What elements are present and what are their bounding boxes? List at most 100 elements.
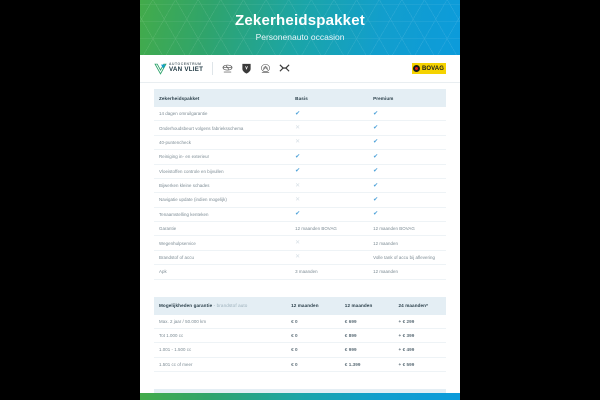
fuel-header-title: Mogelijkheden garantie [159,303,213,308]
logo-bar: AUTOCENTRUM VAN VLIET [140,55,460,83]
marque-logos [222,63,290,74]
table-row: 40-puntencheck ✕ ✔ [154,135,446,151]
row-label: Wegenhulpservice [154,235,291,251]
cross-icon: ✕ [295,182,301,189]
check-icon: ✔ [373,125,379,132]
table-row: Reiniging in- en exterieur ✔ ✔ [154,149,446,165]
check-icon: ✔ [295,110,301,117]
row-basis-cell: ✔ [290,207,369,223]
main-table-wrap: Zekerheidspakket Basis Premium 14 dagen … [140,83,460,280]
peugeot-logo-icon [242,63,251,74]
row-label: Apk [154,264,291,280]
section-gap-2 [140,372,460,383]
fuel-table-wrap: Mogelijkheden garantie - brandstof auto … [140,291,460,373]
table-row: Tot 1.000 cc € 0 € 899 + € 399 [154,328,446,344]
hero-banner: Zekerheidspakket Personenauto occasion [140,0,460,55]
price-cell-1: € 0 [286,328,340,344]
row-basis-cell: ✕ [290,192,369,208]
fuel-header-sub: - brandstof auto [212,303,248,308]
row-basis-cell: ✕ [290,250,369,266]
row-premium-cell: 12 maanden [368,235,446,251]
row-premium-cell: 12 maanden [368,264,446,280]
table-row: Garantie 12 maanden BOVAG 12 maanden BOVAG [154,221,446,237]
check-icon: ✔ [373,211,379,218]
cell-value: 12 maanden BOVAG [295,226,337,232]
table-body: 14 dagen omruilgarantie ✔ ✔ Onderhoudsbeurt… [154,107,446,280]
bovag-label: BOVAG [421,65,444,72]
row-basis-cell: ✕ [290,235,369,251]
row-premium-cell: ✔ [368,107,446,122]
price-cell-2: € 1.399 [339,357,394,373]
row-label: Tot 1.000 cc [154,328,287,344]
table-row: 1.001 - 1.500 cc € 0 € 999 + € 499 [154,342,446,358]
cell-value: 3 maanden [295,269,318,275]
check-icon: ✔ [373,182,379,189]
triangle-pattern-icon [140,0,460,55]
opel-logo-icon [222,64,233,73]
row-label: Tenaamstelling kenteken [154,207,291,223]
price-cell-2: € 699 [339,314,394,329]
fuel-col-header-1: 12 maanden [286,296,340,315]
table-row: Bijwerken kleine schades ✕ ✔ [154,178,446,194]
check-icon: ✔ [373,153,379,160]
bottom-gradient-bar [140,393,460,400]
row-basis-cell: 3 maanden [290,264,369,280]
divider [212,62,214,75]
row-label: 1.001 - 1.500 cc [154,342,287,358]
v-mark-icon [154,63,167,75]
cross-icon: ✕ [295,139,301,146]
table-row: Vloeistoffen controle en bijvullen ✔ ✔ [154,164,446,179]
cross-icon: ✕ [295,240,301,247]
row-basis-cell: ✔ [290,164,369,179]
brand-name-bottom: VAN VLIET [169,66,204,74]
price-cell-3: + € 299 [393,314,446,329]
row-premium-cell: ✔ [368,207,446,223]
row-basis-cell: ✕ [290,120,369,136]
col-header-feature: Zekerheidspakket [154,89,291,107]
table-row: Tenaamstelling kenteken ✔ ✔ [154,207,446,223]
check-icon: ✔ [295,211,301,218]
citroen-logo-icon [261,64,271,73]
table-row: Navigatie update (indien mogelijk) ✕ ✔ [154,192,446,208]
price-cell-2: € 899 [339,328,394,344]
table-header-row: Zekerheidspakket Basis Premium [154,89,446,107]
row-premium-cell: ✔ [368,135,446,151]
brand-name-top: AUTOCENTRUM [169,62,202,67]
fuel-col-header-2: 12 maanden [339,296,394,315]
autocentrum-van-vliet-logo: AUTOCENTRUM VAN VLIET [154,62,204,75]
check-icon: ✔ [373,110,379,117]
row-label: 1.501 cc of meer [154,357,287,373]
table-row: Brandstof of accu ✕ Volle tank of accu bij… [154,250,446,266]
price-cell-3: + € 499 [393,342,446,358]
fuel-table-head: Mogelijkheden garantie - brandstof auto … [154,296,446,315]
table-row: Max. 2 jaar / 50.000 km € 0 € 699 + € 299 [154,314,446,329]
row-label: Reiniging in- en exterieur [154,149,291,165]
cell-value: 12 maanden [373,240,398,246]
price-cell-3: + € 599 [393,357,446,373]
cell-value: Volle tank of accu bij aflevering [373,254,436,260]
row-premium-cell: ✔ [368,178,446,194]
row-label: Onderhoudsbeurt volgens fabrieksschema [154,120,291,136]
row-label: Vloeistoffen controle en bijvullen [154,164,291,179]
price-cell-1: € 0 [286,314,340,329]
row-label: 14 dagen omruilgarantie [154,107,291,122]
fuel-col-header-3: 24 maanden* [393,296,446,315]
check-icon: ✔ [373,196,379,203]
cross-icon: ✕ [295,196,301,203]
fuel-table-body: Max. 2 jaar / 50.000 km € 0 € 699 + € 299 To… [154,314,446,373]
col-header-basis: Basis [290,89,369,107]
row-premium-cell: ✔ [368,149,446,165]
check-icon: ✔ [373,168,379,175]
row-basis-cell: ✔ [290,149,369,165]
row-premium-cell: ✔ [368,192,446,208]
cross-icon: ✕ [295,125,301,132]
garantie-brandstof-table: Mogelijkheden garantie - brandstof auto … [154,296,446,373]
cell-value: 12 maanden BOVAG [373,226,415,232]
zekerheidspakket-table: Zekerheidspakket Basis Premium 14 dagen … [154,89,446,280]
row-premium-cell: Volle tank of accu bij aflevering [368,250,446,266]
hero-text: Zekerheidspakket Personenauto occasion [140,0,460,44]
fuel-header-row: Mogelijkheden garantie - brandstof auto … [154,296,446,315]
bovag-dot-icon [412,64,421,73]
price-cell-1: € 0 [286,357,340,373]
